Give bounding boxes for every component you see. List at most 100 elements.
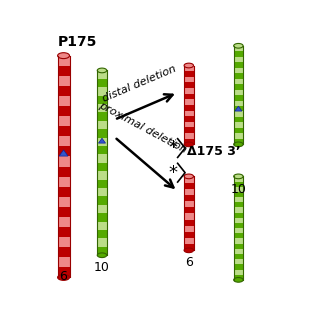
- Bar: [58, 267, 69, 277]
- Bar: [97, 112, 107, 121]
- Bar: [234, 244, 243, 249]
- Bar: [234, 79, 243, 84]
- Bar: [234, 90, 243, 95]
- Bar: [184, 122, 194, 127]
- Ellipse shape: [184, 142, 194, 147]
- Polygon shape: [59, 150, 68, 156]
- Bar: [58, 136, 69, 146]
- Bar: [97, 96, 107, 104]
- Bar: [58, 257, 69, 267]
- Ellipse shape: [234, 174, 243, 179]
- Bar: [234, 223, 243, 228]
- Bar: [234, 212, 243, 218]
- Bar: [234, 111, 243, 117]
- Bar: [97, 138, 107, 146]
- Bar: [97, 213, 107, 222]
- Bar: [184, 232, 194, 238]
- Text: distal deletion: distal deletion: [101, 64, 178, 104]
- Bar: [97, 155, 107, 163]
- Text: proximal deletion: proximal deletion: [97, 101, 188, 156]
- Bar: [184, 244, 194, 250]
- Bar: [184, 182, 194, 189]
- Bar: [184, 127, 194, 133]
- Bar: [234, 117, 243, 123]
- Bar: [97, 188, 107, 196]
- Bar: [58, 207, 69, 217]
- Text: 6: 6: [185, 256, 193, 269]
- Text: Δ175 3’: Δ175 3’: [187, 145, 240, 158]
- Bar: [234, 106, 243, 111]
- Text: P175: P175: [57, 36, 97, 50]
- Text: 10: 10: [230, 182, 246, 196]
- Bar: [234, 187, 243, 192]
- Bar: [234, 207, 243, 212]
- Bar: [97, 87, 107, 96]
- Ellipse shape: [234, 277, 243, 282]
- Bar: [184, 176, 194, 182]
- Bar: [184, 94, 194, 99]
- Ellipse shape: [97, 68, 107, 73]
- Bar: [97, 146, 107, 155]
- Bar: [97, 230, 107, 238]
- Bar: [184, 71, 194, 77]
- Bar: [58, 56, 69, 66]
- Bar: [234, 264, 243, 269]
- Bar: [234, 218, 243, 223]
- Bar: [234, 128, 243, 133]
- Bar: [58, 237, 69, 247]
- Bar: [58, 66, 69, 76]
- Ellipse shape: [184, 248, 194, 253]
- Bar: [184, 66, 194, 71]
- Bar: [184, 82, 194, 88]
- Bar: [234, 275, 243, 280]
- Bar: [234, 123, 243, 128]
- Bar: [184, 226, 194, 232]
- Bar: [58, 156, 69, 166]
- Bar: [234, 228, 243, 233]
- Ellipse shape: [97, 253, 107, 258]
- Bar: [184, 189, 194, 195]
- Text: 6: 6: [60, 270, 68, 283]
- Bar: [58, 116, 69, 126]
- Bar: [184, 77, 194, 82]
- Bar: [234, 133, 243, 139]
- Bar: [234, 73, 243, 79]
- Bar: [97, 104, 107, 112]
- Bar: [234, 100, 243, 106]
- Text: 10: 10: [94, 261, 110, 274]
- Bar: [97, 121, 107, 129]
- Bar: [184, 238, 194, 244]
- Bar: [234, 139, 243, 144]
- Bar: [184, 195, 194, 201]
- Bar: [184, 133, 194, 139]
- Bar: [234, 95, 243, 100]
- Bar: [58, 197, 69, 207]
- Bar: [58, 106, 69, 116]
- Bar: [97, 163, 107, 171]
- Polygon shape: [99, 138, 106, 143]
- Bar: [97, 238, 107, 247]
- Bar: [234, 254, 243, 259]
- Bar: [184, 116, 194, 122]
- Bar: [97, 196, 107, 205]
- Bar: [97, 70, 107, 79]
- Bar: [234, 57, 243, 62]
- Bar: [234, 249, 243, 254]
- Ellipse shape: [184, 63, 194, 68]
- Bar: [97, 79, 107, 87]
- Ellipse shape: [234, 44, 243, 48]
- Bar: [184, 213, 194, 220]
- Bar: [234, 192, 243, 197]
- Bar: [58, 247, 69, 257]
- Bar: [58, 217, 69, 227]
- Bar: [184, 105, 194, 110]
- Bar: [234, 202, 243, 207]
- Ellipse shape: [184, 174, 194, 179]
- Bar: [58, 166, 69, 177]
- Bar: [184, 207, 194, 213]
- Bar: [58, 177, 69, 187]
- Bar: [184, 110, 194, 116]
- Bar: [184, 88, 194, 94]
- Bar: [184, 220, 194, 226]
- Bar: [234, 233, 243, 238]
